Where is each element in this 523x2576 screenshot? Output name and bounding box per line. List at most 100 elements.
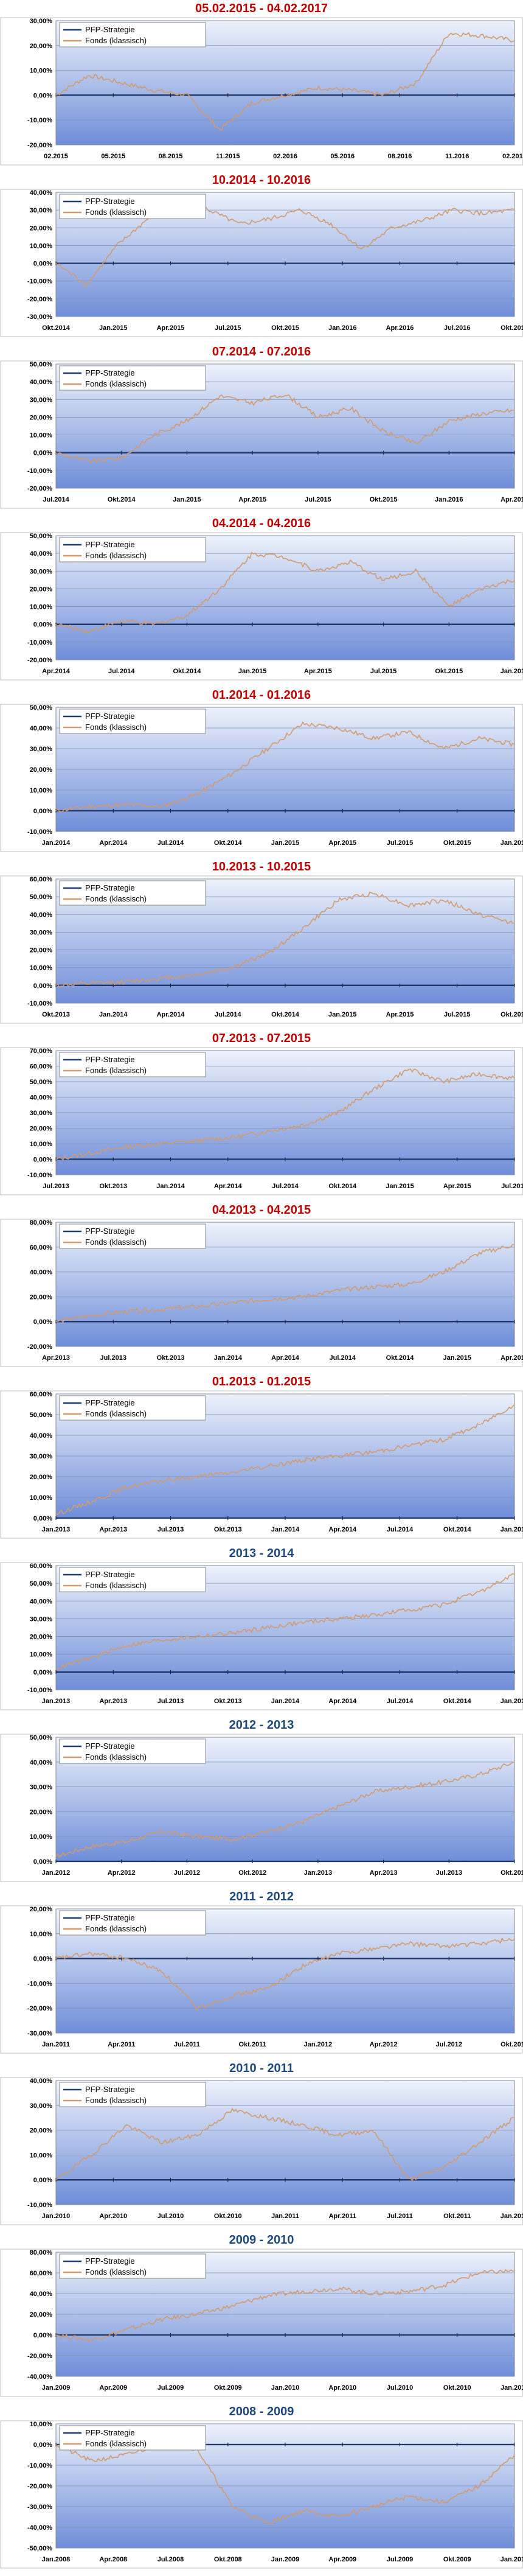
y-tick-label: 50,00% <box>30 1079 53 1086</box>
x-tick-label: Jul.2014 <box>158 839 184 847</box>
x-tick-label: Okt.2013 <box>214 1526 242 1533</box>
chart-title: 2012 - 2013 <box>229 1718 294 1732</box>
y-tick-label: 10,00% <box>30 1651 53 1659</box>
legend-label: Fonds (klassisch) <box>85 551 147 560</box>
x-tick-label: Jan.2012 <box>42 1869 70 1877</box>
legend-box <box>59 194 206 219</box>
y-tick-label: 20,00% <box>30 1906 53 1913</box>
y-tick-label: 0,00% <box>33 261 52 268</box>
legend-label: PFP-Strategie <box>85 2085 135 2094</box>
y-tick-label: 10,00% <box>30 2152 53 2159</box>
legend-box <box>59 1395 206 1421</box>
y-tick-label: -10,00% <box>27 1000 52 1007</box>
chart-panel: 2013 - 2014 60,00% 50,00% 40,00% 30,00% 20,00… <box>0 1545 523 1712</box>
y-tick-label: -10,00% <box>27 2462 52 2469</box>
y-tick-label: 20,00% <box>30 586 53 593</box>
y-tick-label: 30,00% <box>30 1110 53 1117</box>
x-tick-label: Jul.2015 <box>387 839 413 847</box>
y-tick-label: 0,00% <box>33 982 52 990</box>
x-tick-label: Jan.2015 <box>386 1183 414 1190</box>
line-chart: 40,00% 30,00% 20,00% 10,00% 0,00% -10,00% -20,… <box>0 189 523 337</box>
legend-label: Fonds (klassisch) <box>85 1581 147 1590</box>
legend-label: Fonds (klassisch) <box>85 2096 147 2105</box>
y-tick-label: 40,00% <box>30 1759 53 1766</box>
y-tick-label: 0,00% <box>33 450 52 457</box>
legend-label: Fonds (klassisch) <box>85 894 147 903</box>
x-tick-label: 11.2015 <box>216 153 240 160</box>
y-tick-label: -30,00% <box>27 313 52 321</box>
chart-panel: 04.2014 - 04.2016 50,00% 40,00% 30,00% 20,00… <box>0 515 523 682</box>
x-tick-label: Jul.2015 <box>444 1011 470 1018</box>
y-tick-label: 10,00% <box>30 68 53 75</box>
chart-panel: 2008 - 2009 10,00% 0,00% -10,00% -20,00% -30,… <box>0 2403 523 2570</box>
legend: PFP-Strategie Fonds (klassisch) <box>59 2082 206 2107</box>
x-tick-label: Okt.2015 <box>500 1011 523 1018</box>
legend-label: PFP-Strategie <box>85 1741 135 1751</box>
x-tick-label: Jan.2013 <box>304 1869 332 1877</box>
x-tick-label: Jan.2011 <box>42 2041 70 2048</box>
x-tick-label: Jul.2016 <box>444 324 470 332</box>
x-tick-label: Jan.2015 <box>173 496 201 503</box>
chart-panel: 2012 - 2013 50,00% 40,00% 30,00% 20,00% 10,00… <box>0 1717 523 1883</box>
y-tick-label: -20,00% <box>27 2005 52 2012</box>
line-chart: 50,00% 40,00% 30,00% 20,00% 10,00% 0,00% Jan.2… <box>0 1734 523 1882</box>
x-tick-label: Jan.2012 <box>304 2041 332 2048</box>
y-tick-label: 50,00% <box>30 1580 53 1587</box>
series-line-fonds-klassisch <box>55 1573 515 1671</box>
legend-label: Fonds (klassisch) <box>85 1237 147 1247</box>
y-tick-label: 50,00% <box>30 704 53 712</box>
x-tick-label: Jan.2014 <box>271 1698 300 1705</box>
x-tick-label: Apr.2015 <box>500 1354 523 1362</box>
y-tick-label: 10,00% <box>30 432 53 439</box>
x-tick-label: Jul.2012 <box>174 1869 200 1877</box>
y-tick-label: 40,00% <box>30 1598 53 1605</box>
x-tick-label: Apr.2011 <box>108 2041 135 2048</box>
y-tick-label: 60,00% <box>30 1563 53 1570</box>
line-chart: 60,00% 50,00% 40,00% 30,00% 20,00% 10,00% 0,00… <box>0 875 523 1024</box>
x-tick-label: Jan.2015 <box>328 1011 356 1018</box>
y-tick-label: -40,00% <box>27 2373 52 2381</box>
legend-box <box>59 365 206 391</box>
x-tick-label: Jan.2015 <box>500 1698 523 1705</box>
y-tick-label: 30,00% <box>30 1784 53 1791</box>
chart-panel: 04.2013 - 04.2015 80,00% 60,00% 40,00% 20,00… <box>0 1202 523 1368</box>
y-tick-label: 60,00% <box>30 2270 53 2277</box>
y-tick-label: 0,00% <box>33 1858 52 1866</box>
y-tick-label: 10,00% <box>30 1141 53 1148</box>
x-tick-label: Jan.2013 <box>42 1526 70 1533</box>
chart-title: 2010 - 2011 <box>229 2062 294 2075</box>
chart-panel: 2010 - 2011 40,00% 30,00% 20,00% 10,00% 0,00%… <box>0 2060 523 2227</box>
x-tick-label: Jan.2014 <box>214 1354 243 1362</box>
x-tick-label: Okt.2013 <box>157 1354 185 1362</box>
x-tick-label: Jul.2013 <box>436 1869 462 1877</box>
legend-label: PFP-Strategie <box>85 540 135 549</box>
line-chart: 70,00% 60,00% 50,00% 40,00% 30,00% 20,00% 10,0… <box>0 1047 523 1195</box>
chart-title: 2008 - 2009 <box>229 2405 294 2418</box>
y-tick-label: -10,00% <box>27 828 52 836</box>
y-tick-label: -10,00% <box>27 2202 52 2209</box>
y-tick-label: 0,00% <box>33 1515 52 1522</box>
chart-title: 01.2014 - 01.2016 <box>212 688 311 702</box>
y-tick-label: -10,00% <box>27 278 52 285</box>
y-tick-label: 10,00% <box>30 242 53 250</box>
y-tick-label: 50,00% <box>30 361 53 368</box>
y-tick-label: 80,00% <box>30 2249 53 2256</box>
y-tick-label: 20,00% <box>30 414 53 421</box>
y-tick-label: 20,00% <box>30 1808 53 1816</box>
legend-label: PFP-Strategie <box>85 1227 135 1236</box>
chart-panel: 2009 - 2010 80,00% 60,00% 40,00% 20,00% 0,00%… <box>0 2231 523 2398</box>
y-tick-label: -20,00% <box>27 657 52 664</box>
chart-title: 01.2013 - 01.2015 <box>212 1375 311 1388</box>
line-chart: 50,00% 40,00% 30,00% 20,00% 10,00% 0,00% -10,0… <box>0 704 523 852</box>
legend-box <box>59 2425 206 2451</box>
y-tick-label: 0,00% <box>33 92 52 99</box>
x-tick-label: Jul.2015 <box>215 324 241 332</box>
x-tick-label: Apr.2011 <box>329 2213 356 2220</box>
y-tick-label: 20,00% <box>30 1634 53 1641</box>
x-tick-label: Okt.2012 <box>238 1869 266 1877</box>
